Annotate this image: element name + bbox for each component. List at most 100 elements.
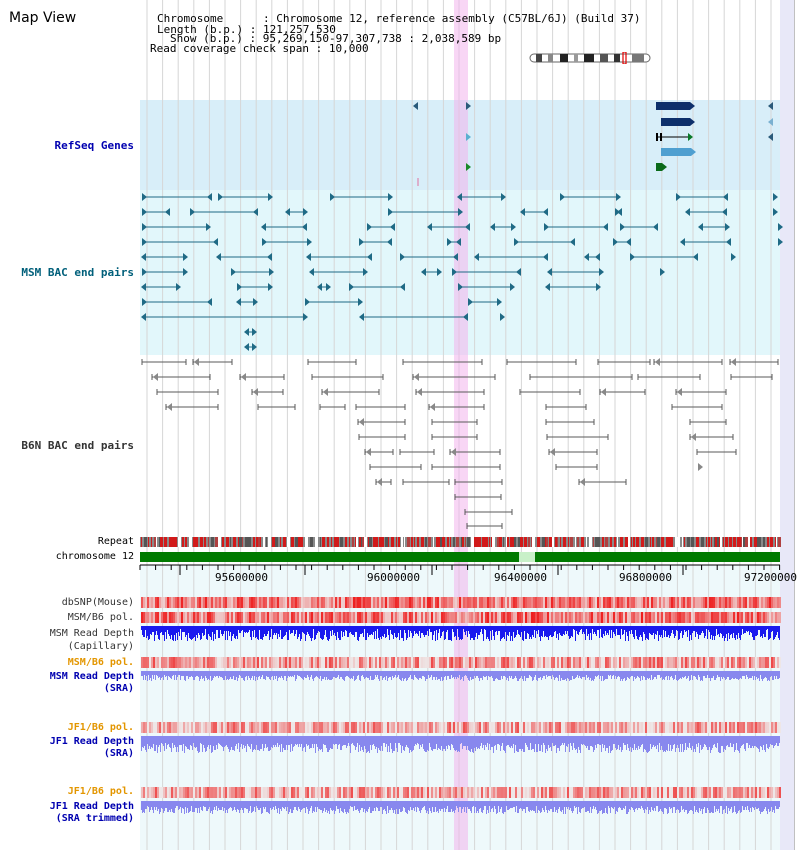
- heat-cell: [709, 657, 711, 668]
- msm-capillary-depth-bar: [342, 626, 343, 637]
- track-label-jf1-b6-pol[interactable]: JF1/B6 pol.: [67, 722, 134, 733]
- jf1-trim-depth-bar: [715, 801, 716, 812]
- chromosome-ideogram[interactable]: [528, 52, 654, 64]
- msm-capillary-depth-bar: [638, 626, 639, 640]
- heat-cell: [389, 722, 391, 733]
- msm-capillary-depth-bar: [709, 626, 710, 632]
- heat-cell: [563, 597, 565, 608]
- msm-sra-depth-bar: [594, 671, 595, 679]
- jf1-sra-depth-bar: [543, 736, 544, 743]
- msm-capillary-depth-bar: [300, 626, 301, 641]
- msm-capillary-depth-bar: [312, 626, 313, 638]
- jf1-sra-depth-bar: [523, 736, 524, 752]
- jf1-trim-depth-bar: [201, 801, 202, 810]
- msm-sra-depth-bar: [265, 671, 266, 680]
- heat-cell: [353, 612, 355, 623]
- msm-capillary-depth-bar: [659, 626, 660, 635]
- heat-cell: [445, 597, 447, 608]
- msm-capillary-depth-bar: [761, 626, 762, 636]
- heat-cell: [365, 597, 367, 608]
- jf1-sra-depth-bar: [644, 736, 645, 749]
- heat-cell: [489, 612, 491, 623]
- msm-capillary-depth-bar: [523, 626, 524, 641]
- track-label-msm-bac[interactable]: MSM BAC end pairs: [21, 266, 134, 279]
- jf1-trim-depth-bar: [170, 801, 171, 812]
- heat-cell: [743, 657, 745, 668]
- msm-capillary-depth-bar: [439, 626, 440, 629]
- heat-cell: [189, 787, 191, 798]
- track-label-chromosome[interactable]: chromosome 12: [55, 551, 134, 562]
- track-label-msm-b6-pol[interactable]: MSM/B6 pol.: [67, 612, 134, 623]
- heat-cell: [479, 612, 481, 623]
- jf1-trim-depth-bar: [583, 801, 584, 808]
- jf1-sra-depth-bar: [176, 736, 177, 752]
- jf1-sra-depth-bar: [559, 736, 560, 751]
- heat-cell: [187, 597, 189, 608]
- heat-cell: [733, 597, 735, 608]
- msm-capillary-depth-bar: [466, 626, 467, 631]
- jf1-sra-depth-bar: [550, 736, 551, 747]
- b6n-bac-end-icon: [601, 388, 606, 396]
- msm-capillary-depth-bar: [543, 626, 544, 631]
- msm-capillary-depth-bar: [629, 626, 630, 631]
- track-label-jf1-depth-trim[interactable]: JF1 Read Depth: [49, 801, 134, 812]
- msm-sra-depth-bar: [655, 671, 656, 677]
- jf1-trim-depth-bar: [479, 801, 480, 809]
- track-label-refseq[interactable]: RefSeq Genes: [54, 139, 134, 152]
- heat-cell: [401, 787, 403, 798]
- msm-sra-depth-bar: [424, 671, 425, 677]
- track-label-msm-depth-sra[interactable]: MSM Read Depth: [49, 671, 134, 682]
- heat-cell: [441, 612, 443, 623]
- track-label-jf1-b6-pol-trim[interactable]: JF1/B6 pol.: [67, 786, 134, 797]
- track-label-repeat[interactable]: Repeat: [97, 536, 134, 547]
- repeat-element: [322, 537, 325, 547]
- msm-sra-depth-bar: [442, 671, 443, 681]
- heat-cell: [451, 657, 453, 668]
- heat-cell: [365, 722, 367, 733]
- jf1-trim-depth-bar: [347, 801, 348, 812]
- msm-sra-depth-bar: [364, 671, 365, 679]
- heat-cell: [723, 787, 725, 798]
- heat-cell: [557, 597, 559, 608]
- jf1-trim-depth-bar: [184, 801, 185, 814]
- heat-cell: [611, 722, 613, 733]
- msm-sra-depth-bar: [191, 671, 192, 676]
- heat-cell: [205, 597, 207, 608]
- jf1-sra-depth-bar: [545, 736, 546, 753]
- jf1-sra-depth-bar: [377, 736, 378, 753]
- jf1-trim-depth-bar: [710, 801, 711, 813]
- heat-cell: [397, 787, 399, 798]
- track-label-msm-b6-pol-sra[interactable]: MSM/B6 pol.: [67, 657, 134, 668]
- track-label-b6n-bac[interactable]: B6N BAC end pairs: [21, 439, 134, 452]
- heat-cell: [761, 657, 763, 668]
- track-label-jf1-depth-sra[interactable]: JF1 Read Depth: [49, 736, 134, 747]
- msm-sra-depth-bar: [324, 671, 325, 677]
- heat-cell: [551, 722, 553, 733]
- msm-sra-depth-bar: [478, 671, 479, 678]
- heat-cell: [537, 657, 539, 668]
- jf1-sra-depth-bar: [694, 736, 695, 749]
- msm-sra-depth-bar: [468, 671, 469, 680]
- jf1-trim-depth-bar: [165, 801, 166, 808]
- msm-capillary-depth-bar: [759, 626, 760, 630]
- jf1-sra-depth-bar: [386, 736, 387, 744]
- jf1-sra-depth-bar: [680, 736, 681, 744]
- heat-cell: [351, 722, 353, 733]
- heat-cell: [207, 722, 209, 733]
- heat-cell: [519, 657, 521, 668]
- heat-cell: [307, 787, 309, 798]
- track-label-msm-depth-cap[interactable]: MSM Read Depth: [49, 628, 134, 639]
- track-label-dbsnp[interactable]: dbSNP(Mouse): [61, 597, 134, 608]
- heat-cell: [287, 612, 289, 623]
- jf1-sra-depth-bar: [556, 736, 557, 753]
- show-value: 95,269,150-97,307,738 : 2,038,589 bp: [262, 32, 502, 45]
- msm-capillary-depth-bar: [766, 626, 767, 630]
- b6n-bac-end-icon: [430, 403, 435, 411]
- msm-capillary-depth-bar: [278, 626, 279, 634]
- heat-cell: [543, 657, 545, 668]
- b6n-bac-end-icon: [153, 373, 158, 381]
- heat-cell: [239, 722, 241, 733]
- jf1-sra-depth-bar: [174, 736, 175, 745]
- msm-capillary-depth-bar: [639, 626, 640, 637]
